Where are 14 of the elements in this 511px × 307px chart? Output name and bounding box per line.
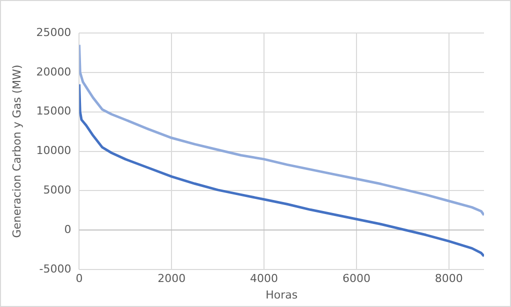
y-tick-label: 5000: [43, 184, 72, 197]
y-tick-label: 10000: [36, 144, 72, 158]
x-tick-label: 4000: [250, 272, 278, 286]
y-tick-label: 0: [64, 223, 72, 236]
x-tick-label: 2000: [158, 272, 186, 286]
y-axis-title: Generacion Carbon y Gas (MW): [10, 64, 24, 238]
y-tick-label: 15000: [36, 104, 72, 118]
x-tick-label: 6000: [342, 272, 370, 286]
y-tick-label: 25000: [36, 26, 72, 39]
y-tick-label: 20000: [36, 65, 72, 78]
x-tick-label: 0: [76, 272, 83, 286]
x-tick-label: 8000: [434, 272, 463, 286]
x-axis-title: Horas: [266, 288, 298, 302]
y-tick-label: -5000: [39, 262, 72, 276]
